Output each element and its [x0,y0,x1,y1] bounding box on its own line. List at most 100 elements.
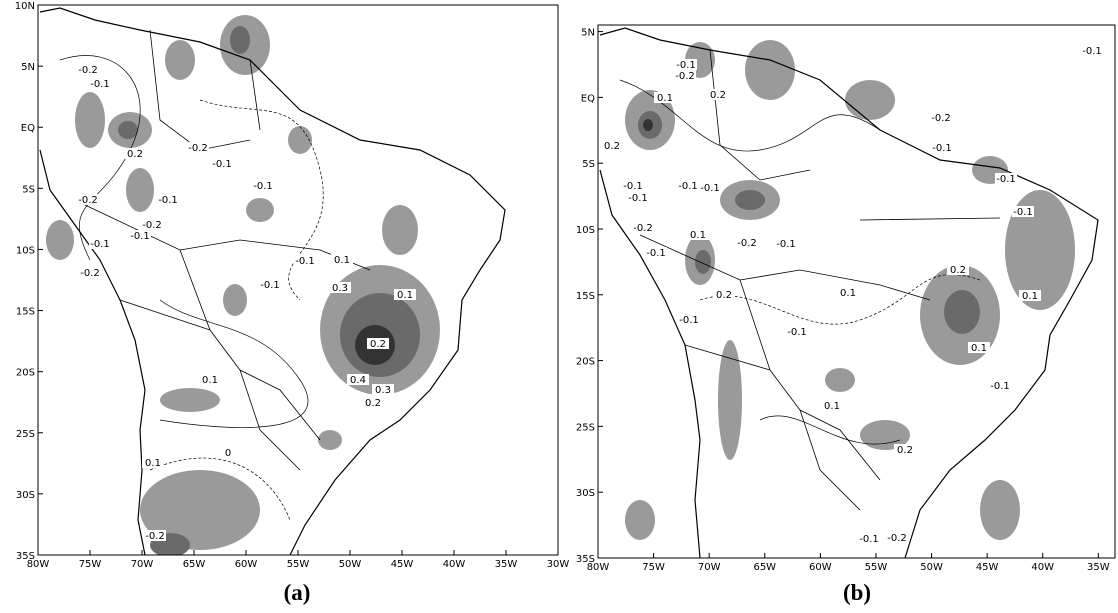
y-tick-label: 10S [16,245,35,256]
map-a-shading [46,15,440,555]
contour-label: -0.1 [295,256,315,267]
x-tick-label: 45W [391,559,414,570]
contour-label: 0.1 [971,343,987,354]
contour-label-bg [1081,45,1103,56]
contour-label-bg [124,148,146,159]
y-tick-label: 10N [15,1,35,12]
contour-label: -0.1 [212,159,232,170]
contour-label-bg [837,287,859,298]
contour-label-bg [995,173,1017,184]
contour-label-bg [367,338,389,349]
contour-label: 0.4 [350,375,366,386]
y-tick-label: 15S [16,307,35,318]
contour-label-bg [713,289,735,300]
contour-label: -0.2 [145,531,165,542]
contour-label: -0.1 [787,327,807,338]
contour-label-bg [775,238,797,249]
y-tick-label: EQ [21,123,35,134]
panel-caption: (b) [843,580,871,605]
contour-label-bg [141,219,163,230]
contour-label: 0.1 [397,290,413,301]
y-tick-label: 5N [21,62,35,73]
contour-label: -0.1 [700,183,720,194]
contour-label: -0.2 [188,143,208,154]
x-tick-label: 70W [131,559,154,570]
x-tick-label: 65W [753,562,776,573]
contour-label: 0.1 [334,255,350,266]
contour-label: -0.1 [1013,207,1033,218]
contour-label: 0.2 [370,339,386,350]
contour-label: -0.2 [142,220,162,231]
contour-label: -0.1 [859,534,879,545]
contour-label-bg [347,374,369,385]
map-b-geography [599,27,1099,559]
x-tick-label: 70W [698,562,721,573]
contour-label-bg [77,64,99,75]
contour-label-bg [699,182,721,193]
y-tick-label: 5N [581,28,595,39]
contour-label: -0.2 [78,195,98,206]
x-tick-label: 55W [865,562,888,573]
contour-label-bg [677,180,699,191]
contour-label-bg [675,59,697,70]
contour-label-bg [372,384,394,395]
x-tick-label: 75W [642,562,665,573]
contour-label: -0.2 [737,238,757,249]
y-tick-label: 35S [16,551,35,562]
x-tick-label: 30W [547,559,570,570]
contour-label-bg [294,255,316,266]
contour-label-bg [930,112,952,123]
contour-label-bg [968,342,990,353]
contour-label-bg [157,194,179,205]
contour-label-bg [199,374,221,385]
y-tick-label: 20S [576,357,595,368]
y-tick-label: 5S [22,184,35,195]
contour-label-bg [79,267,101,278]
contour-label: -0.1 [678,181,698,192]
contour-label: 0 [225,448,231,459]
contour-label: -0.2 [675,71,695,82]
contour-label-bg [1019,290,1041,301]
contour-label-bg [259,279,281,290]
contour-label: 0.2 [127,149,143,160]
contour-label: 0.3 [332,283,348,294]
x-tick-label: 50W [339,559,362,570]
contour-label: 0.2 [604,141,620,152]
y-tick-label: 25S [576,422,595,433]
contour-label: -0.1 [260,280,280,291]
contour-label: -0.2 [78,65,98,76]
contour-label: -0.1 [676,60,696,71]
y-tick-label: 20S [16,368,35,379]
contour-label-bg [331,254,353,265]
x-tick-label: 40W [1031,562,1054,573]
x-tick-label: 35W [495,559,518,570]
contour-label: 0.1 [840,288,856,299]
contour-label-bg [129,230,151,241]
contour-label-bg [329,282,351,293]
contour-label-bg [394,289,416,300]
contour-label-bg [89,238,111,249]
contour-label-bg [187,142,209,153]
contour-label-bg [144,530,166,541]
x-tick-label: 80W [587,562,610,573]
contour-label: -0.2 [887,533,907,544]
contour-label-bg [894,444,916,455]
y-tick-label: 30S [16,490,35,501]
contour-label: -0.1 [996,174,1016,185]
contour-label-bg [601,140,623,151]
contour-label: 0.3 [375,385,391,396]
y-tick-label: 25S [16,429,35,440]
x-tick-label: 65W [183,559,206,570]
y-tick-label: 10S [576,225,595,236]
y-tick-label: 5S [582,159,595,170]
x-tick-label: 60W [809,562,832,573]
contour-label: -0.1 [90,79,110,90]
contour-label: 0.2 [716,290,732,301]
contour-label: -0.1 [1082,46,1102,57]
contour-label-bg [217,447,239,458]
contour-label-bg [674,70,696,81]
contour-label: -0.2 [633,223,653,234]
contour-label-bg [736,237,758,248]
contour-label: -0.1 [130,231,150,242]
